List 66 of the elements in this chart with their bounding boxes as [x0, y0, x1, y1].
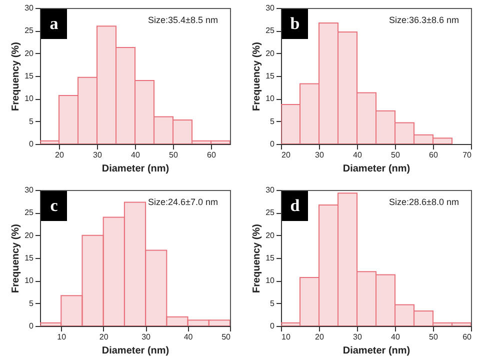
- x-tick-label: 60: [207, 150, 216, 160]
- x-tick-label: 60: [462, 332, 472, 342]
- y-axis-title: Frequency (%): [10, 42, 22, 111]
- x-tick-label: 70: [462, 150, 472, 160]
- y-tick-label: 5: [270, 116, 276, 126]
- x-tick-label: 30: [353, 332, 362, 342]
- x-axis-title: Diameter (nm): [102, 346, 170, 356]
- x-axis-title: Diameter (nm): [342, 346, 410, 356]
- panel-letter-box: a: [41, 9, 67, 39]
- y-tick-label: 0: [29, 322, 34, 330]
- y-tick-label: 0: [29, 140, 34, 148]
- annotation: Size:35.4±8.5 nm: [148, 15, 218, 25]
- y-tick-label: 20: [24, 230, 34, 240]
- x-tick-label: 10: [57, 332, 67, 342]
- x-tick-label: 20: [315, 332, 324, 342]
- y-tick-label: 30: [266, 4, 276, 12]
- y-axis-title: Frequency (%): [10, 224, 22, 293]
- annotation: Size:36.3±8.6 nm: [389, 15, 459, 25]
- y-axis-title: Frequency (%): [252, 224, 263, 293]
- x-tick-label: 20: [55, 150, 64, 160]
- y-tick-label: 10: [24, 94, 34, 104]
- x-tick-label: 60: [429, 150, 438, 160]
- y-tick-label: 30: [24, 4, 34, 12]
- y-tick-label: 30: [266, 186, 276, 194]
- x-tick-label: 50: [391, 150, 400, 160]
- y-tick-label: 25: [266, 208, 276, 218]
- x-tick-label: 50: [222, 332, 232, 342]
- x-tick-label: 40: [131, 150, 140, 160]
- y-tick-label: 20: [24, 48, 34, 58]
- y-tick-label: 25: [24, 208, 34, 218]
- y-tick-label: 15: [24, 72, 34, 80]
- annotation: Size:24.6±7.0 nm: [148, 197, 218, 207]
- x-tick-label: 50: [429, 332, 438, 342]
- y-tick-label: 25: [24, 26, 34, 36]
- y-tick-label: 20: [266, 48, 276, 58]
- y-tick-label: 25: [266, 26, 276, 36]
- x-axis-title: Diameter (nm): [102, 164, 170, 174]
- x-tick-label: 30: [142, 332, 152, 342]
- x-tick-label: 40: [353, 150, 362, 160]
- x-tick-label: 40: [184, 332, 194, 342]
- y-tick-label: 0: [270, 322, 276, 330]
- x-tick-label: 20: [99, 332, 109, 342]
- y-tick-label: 15: [266, 254, 276, 262]
- x-tick-label: 30: [315, 150, 324, 160]
- x-tick-label: 10: [282, 332, 291, 342]
- y-tick-label: 15: [24, 254, 34, 262]
- panel-letter-box: d: [282, 191, 308, 221]
- y-tick-label: 0: [270, 140, 276, 148]
- y-tick-label: 10: [24, 276, 34, 286]
- y-tick-label: 5: [29, 298, 34, 308]
- y-tick-label: 15: [266, 72, 276, 80]
- annotation: Size:28.6±8.0 nm: [389, 197, 459, 207]
- y-tick-label: 5: [29, 116, 34, 126]
- y-tick-label: 20: [266, 230, 276, 240]
- y-tick-label: 30: [24, 186, 34, 194]
- x-tick-label: 40: [391, 332, 400, 342]
- panel-letter-box: b: [282, 9, 308, 39]
- x-axis-title: Diameter (nm): [342, 164, 410, 174]
- y-axis-title: Frequency (%): [252, 42, 263, 111]
- y-tick-label: 10: [266, 94, 276, 104]
- x-tick-label: 30: [93, 150, 102, 160]
- y-tick-label: 5: [270, 298, 276, 308]
- x-tick-label: 20: [282, 150, 291, 160]
- x-tick-label: 50: [169, 150, 178, 160]
- y-tick-label: 10: [266, 276, 276, 286]
- panel-letter-box: c: [41, 191, 67, 221]
